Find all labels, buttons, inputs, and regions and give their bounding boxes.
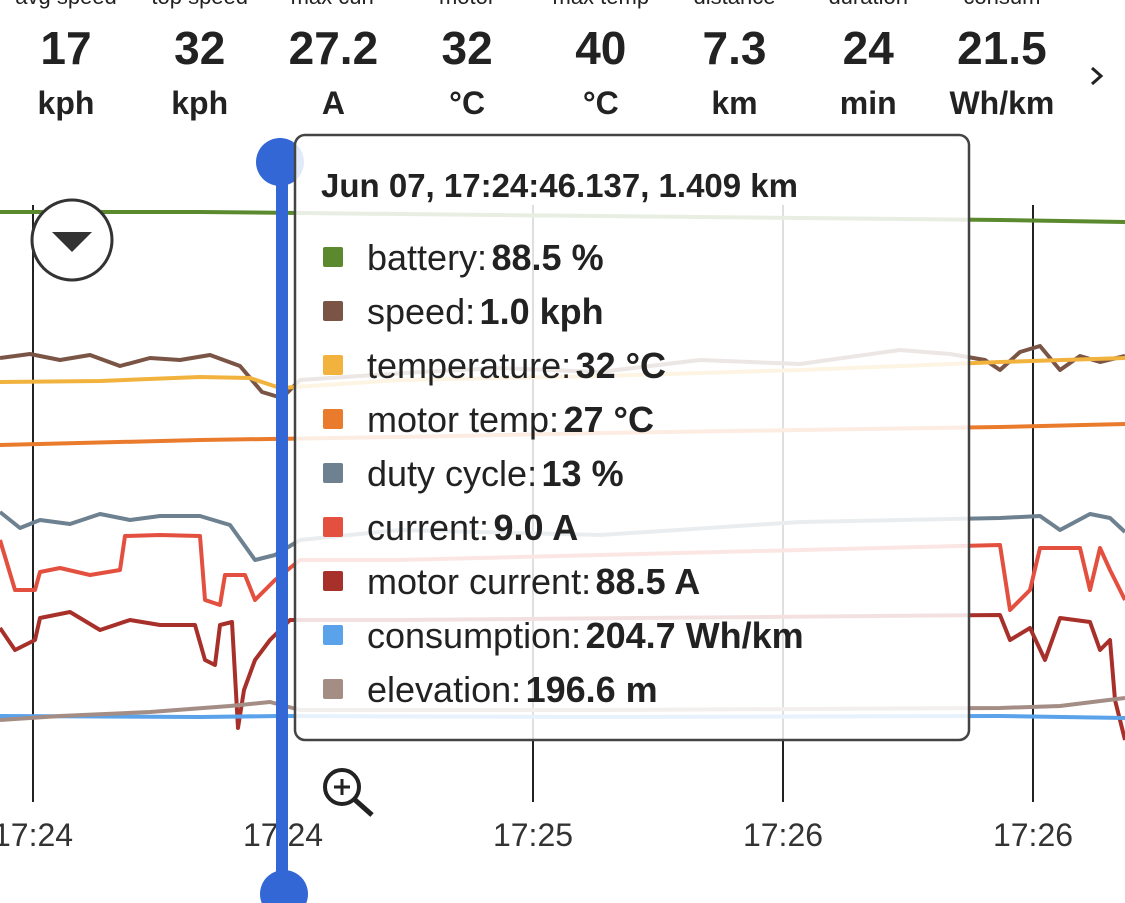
legend-swatch bbox=[323, 625, 343, 645]
zoom-handle[interactable] bbox=[352, 797, 374, 817]
stat-unit: Wh/km bbox=[949, 85, 1054, 121]
legend-swatch bbox=[323, 301, 343, 321]
cursor-handle[interactable] bbox=[260, 870, 308, 903]
stat-label: distance bbox=[694, 0, 776, 9]
row-name: motor temp: bbox=[367, 399, 559, 440]
x-tick-label: 17:26 bbox=[993, 817, 1073, 853]
legend-swatch bbox=[323, 517, 343, 537]
tooltip-row: current: 9.0 A bbox=[367, 507, 578, 548]
row-value: 32 °C bbox=[576, 345, 666, 386]
tooltip: Jun 07, 17:24:46.137, 1.409 km battery: … bbox=[293, 133, 971, 742]
row-name: speed: bbox=[367, 291, 475, 332]
zoom-lens[interactable] bbox=[323, 768, 361, 806]
motor-current-line bbox=[0, 610, 1125, 741]
stats-bar: avg speed 17 kph top speed 32 kph max curr 27.2… bbox=[15, 0, 1054, 121]
stat-unit: km bbox=[711, 85, 757, 121]
legend-swatch bbox=[323, 679, 343, 699]
row-value: 9.0 A bbox=[494, 507, 579, 548]
tooltip-row: duty cycle: 13 % bbox=[367, 453, 624, 494]
row-value: 88.5 % bbox=[492, 237, 604, 278]
stat-label: max temp bbox=[553, 0, 650, 9]
next-arrow[interactable] bbox=[1091, 66, 1104, 86]
row-name: current: bbox=[367, 507, 489, 548]
tooltip-row: motor current: 88.5 A bbox=[367, 561, 700, 602]
row-name: duty cycle: bbox=[367, 453, 537, 494]
tooltip-row: battery: 88.5 % bbox=[367, 237, 604, 278]
collapse-icon[interactable] bbox=[52, 232, 92, 252]
stat-unit: A bbox=[322, 85, 345, 121]
row-value: 1.0 kph bbox=[480, 291, 604, 332]
stat-unit: °C bbox=[583, 85, 619, 121]
row-name: consumption: bbox=[367, 615, 581, 656]
duty-line bbox=[0, 510, 1125, 562]
tooltip-row: motor temp: 27 °C bbox=[367, 399, 654, 440]
stat-value: 24 bbox=[843, 22, 895, 74]
stat-value: 27.2 bbox=[289, 22, 379, 74]
tooltip-row: consumption: 204.7 Wh/km bbox=[367, 615, 804, 656]
stat-unit: °C bbox=[449, 85, 485, 121]
stat-unit: min bbox=[840, 85, 897, 121]
stat-unit: kph bbox=[171, 85, 228, 121]
row-name: temperature: bbox=[367, 345, 571, 386]
tooltip-row: elevation: 196.6 m bbox=[367, 669, 658, 710]
legend-swatch bbox=[323, 409, 343, 429]
collapse-button[interactable] bbox=[30, 198, 114, 282]
legend-swatch bbox=[323, 571, 343, 591]
x-tick-label: 17:26 bbox=[743, 817, 823, 853]
row-value: 27 °C bbox=[564, 399, 654, 440]
legend-swatch bbox=[323, 463, 343, 483]
row-name: motor current: bbox=[367, 561, 591, 602]
tooltip-title: Jun 07, 17:24:46.137, 1.409 km bbox=[321, 167, 798, 204]
tooltip-box bbox=[293, 133, 971, 742]
stat-value: 32 bbox=[442, 22, 493, 74]
stat-value: 7.3 bbox=[703, 22, 767, 74]
stat-label: consum bbox=[963, 0, 1040, 9]
stat-label: top speed bbox=[151, 0, 248, 9]
zoom-button[interactable] bbox=[323, 768, 374, 817]
stat-label: duration bbox=[828, 0, 908, 9]
tooltip-row: temperature: 32 °C bbox=[367, 345, 666, 386]
current-line bbox=[0, 533, 1125, 612]
legend-swatch bbox=[323, 355, 343, 375]
row-name: battery: bbox=[367, 237, 487, 278]
row-value: 88.5 A bbox=[596, 561, 701, 602]
x-tick-label: 17:25 bbox=[493, 817, 573, 853]
stat-value: 40 bbox=[575, 22, 626, 74]
x-tick-label: 17:24 bbox=[0, 817, 73, 853]
stat-value: 21.5 bbox=[957, 22, 1047, 74]
row-value: 13 % bbox=[542, 453, 624, 494]
stat-unit: kph bbox=[38, 85, 95, 121]
stat-value: 32 bbox=[174, 22, 225, 74]
stat-label: avg speed bbox=[15, 0, 117, 9]
stat-label: max curr bbox=[291, 0, 377, 9]
stat-label: motor bbox=[439, 0, 495, 9]
tooltip-row: speed: 1.0 kph bbox=[367, 291, 604, 332]
row-value: 204.7 Wh/km bbox=[586, 615, 804, 656]
row-value: 196.6 m bbox=[526, 669, 658, 710]
stat-value: 17 bbox=[40, 22, 91, 74]
cursor-handle[interactable] bbox=[256, 138, 304, 186]
legend-swatch bbox=[323, 247, 343, 267]
row-name: elevation: bbox=[367, 669, 521, 710]
